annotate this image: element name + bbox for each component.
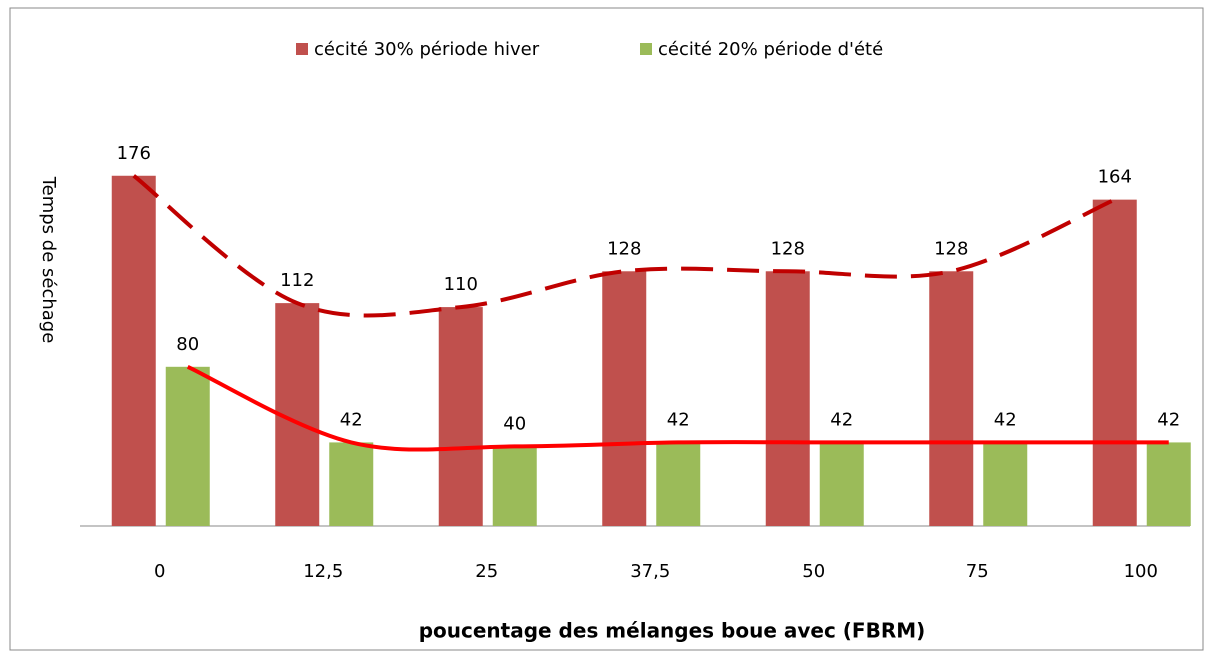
bar xyxy=(602,271,647,526)
bar xyxy=(983,442,1028,526)
legend-swatch xyxy=(296,43,308,55)
bar xyxy=(819,442,864,526)
trend-curve xyxy=(132,174,1116,318)
bar xyxy=(765,271,810,526)
bar xyxy=(656,442,701,526)
data-label: 128 xyxy=(771,238,805,259)
data-label: 176 xyxy=(117,143,151,164)
legend-label: cécité 20% période d'été xyxy=(658,39,883,60)
data-label: 40 xyxy=(503,413,526,434)
data-label: 128 xyxy=(607,238,641,259)
data-label: 112 xyxy=(280,270,314,291)
x-tick-label: 100 xyxy=(1124,561,1158,582)
x-tick-label: 37,5 xyxy=(630,561,670,582)
data-label: 42 xyxy=(340,409,363,430)
bar xyxy=(111,175,156,526)
x-tick-label: 0 xyxy=(154,561,165,582)
data-label: 42 xyxy=(667,409,690,430)
data-label: 80 xyxy=(176,334,199,355)
bar xyxy=(1146,442,1191,526)
trend-curve xyxy=(186,364,1169,452)
bar xyxy=(492,446,537,526)
data-label: 42 xyxy=(994,409,1017,430)
bar xyxy=(438,307,483,526)
bar xyxy=(929,271,974,526)
x-tick-label: 50 xyxy=(802,561,825,582)
data-label: 128 xyxy=(934,238,968,259)
data-label: 164 xyxy=(1098,167,1132,188)
legend-label: cécité 30% période hiver xyxy=(314,39,540,60)
bar xyxy=(1092,199,1137,526)
x-axis-title: poucentage des mélanges boue avec (FBRM) xyxy=(419,619,926,643)
legend-swatch xyxy=(640,43,652,55)
data-label: 42 xyxy=(830,409,853,430)
y-axis-title: Temps de séchage xyxy=(38,176,59,344)
data-label: 110 xyxy=(444,274,478,295)
bar xyxy=(329,442,374,526)
bar xyxy=(165,366,210,526)
x-tick-label: 25 xyxy=(475,561,498,582)
x-tick-label: 75 xyxy=(966,561,989,582)
data-label: 42 xyxy=(1157,409,1180,430)
x-tick-label: 12,5 xyxy=(303,561,343,582)
